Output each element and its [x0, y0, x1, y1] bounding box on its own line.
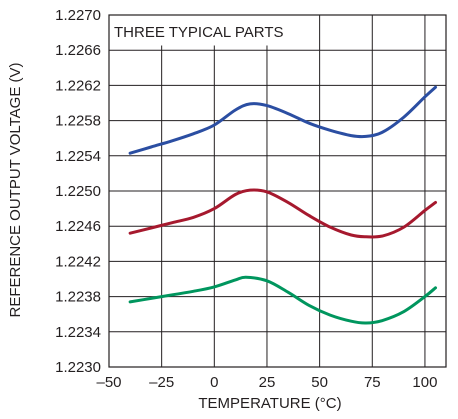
x-tick-label: 0 [210, 374, 218, 391]
y-tick-label: 1.2238 [55, 289, 101, 306]
x-tick-label: 75 [364, 374, 381, 391]
x-tick-label: 100 [412, 374, 437, 391]
y-tick-label: 1.2250 [55, 183, 101, 200]
x-axis-label: TEMPERATURE (°C) [198, 395, 341, 412]
x-tick-label: 25 [259, 374, 276, 391]
annotation-text: THREE TYPICAL PARTS [114, 24, 284, 41]
y-tick-label: 1.2234 [55, 324, 101, 341]
y-tick-label: 1.2230 [55, 359, 101, 376]
series-line-1 [128, 85, 437, 155]
y-axis-label: REFERENCE OUTPUT VOLTAGE (V) [7, 62, 24, 317]
series-line-2 [128, 188, 437, 239]
x-tick-label: –25 [149, 374, 174, 391]
series-lines [128, 85, 437, 325]
y-tick-label: 1.2254 [55, 148, 101, 165]
series-line-3 [128, 275, 437, 325]
annotation-box [109, 15, 298, 46]
y-tick-label: 1.2266 [55, 42, 101, 59]
y-tick-label: 1.2242 [55, 253, 101, 270]
y-tick-label: 1.2262 [55, 77, 101, 94]
y-tick-label: 1.2246 [55, 218, 101, 235]
axes: –50 –25 0 25 50 75 100 1.2230 1.2234 1.2238 1.2242… [55, 7, 447, 391]
x-tick-label: 50 [311, 374, 328, 391]
x-tick-label: –50 [96, 374, 121, 391]
y-tick-label: 1.2258 [55, 113, 101, 130]
plot-frame [108, 14, 447, 368]
y-tick-label: 1.2270 [55, 7, 101, 24]
